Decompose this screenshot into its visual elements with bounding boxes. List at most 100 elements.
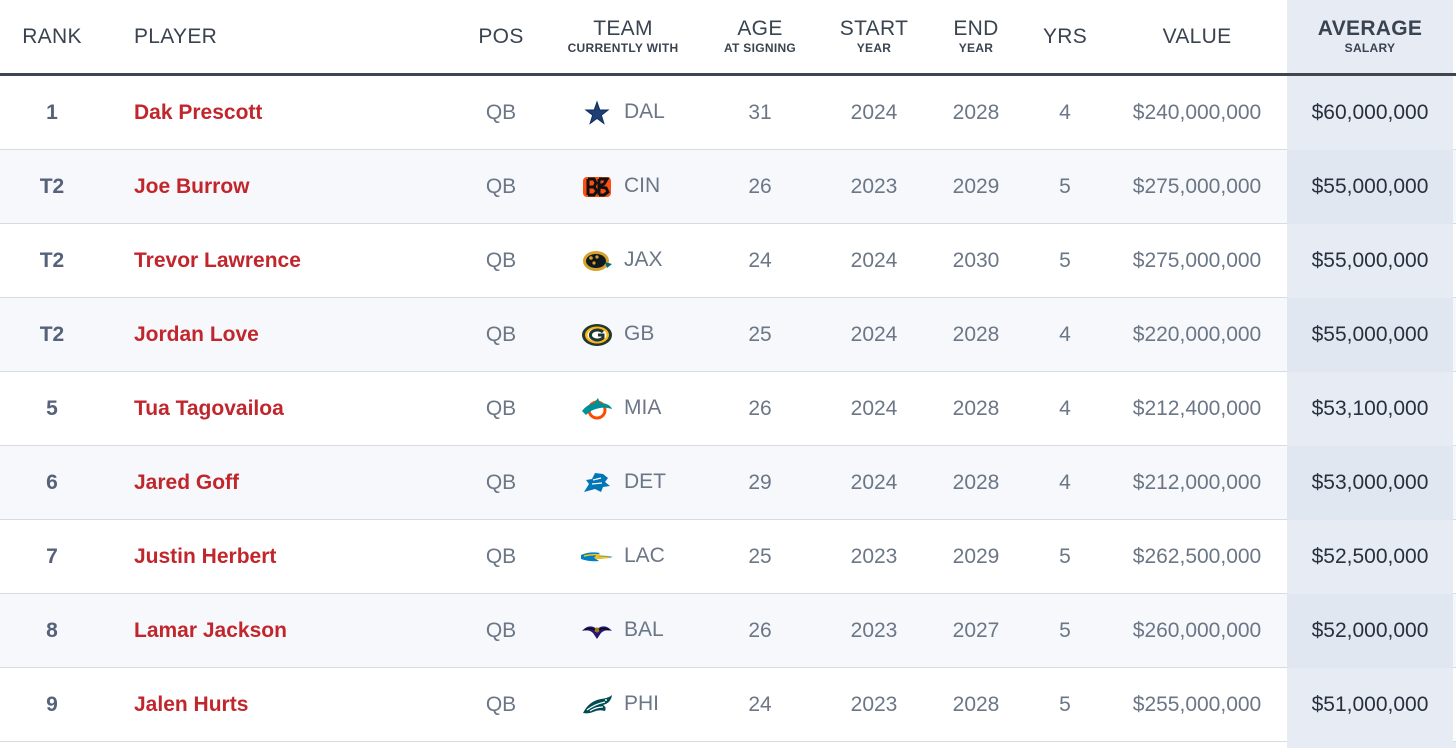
- rank-cell: 8: [46, 619, 58, 642]
- player-link[interactable]: Joe Burrow: [134, 175, 250, 198]
- rank-cell: T2: [39, 323, 65, 346]
- value-cell: $240,000,000: [1132, 101, 1262, 124]
- average-salary-cell: $60,000,000: [1287, 76, 1453, 150]
- header-end[interactable]: END YEAR: [936, 0, 1016, 73]
- start-year-cell: 2023: [850, 693, 898, 716]
- team-cell[interactable]: LAC: [578, 520, 678, 594]
- average-salary-cell: $55,000,000: [1287, 224, 1453, 298]
- team-abbr: PHI: [624, 692, 660, 715]
- header-yrs[interactable]: YRS: [1036, 0, 1094, 73]
- value-cell: $212,400,000: [1132, 397, 1262, 420]
- age-cell: 25: [748, 545, 772, 568]
- table-header: RANK PLAYER POS TEAM CURRENTLY WITH AGE …: [0, 0, 1456, 76]
- header-end-label: END: [953, 17, 999, 40]
- header-value-label: VALUE: [1162, 24, 1232, 48]
- ravens-icon: [578, 616, 616, 646]
- header-end-sublabel: YEAR: [958, 41, 994, 55]
- average-salary-cell: $53,000,000: [1287, 446, 1453, 520]
- years-cell: 4: [1059, 471, 1071, 494]
- team-abbr: DET: [624, 470, 666, 493]
- rank-cell: 5: [46, 397, 58, 420]
- team-cell[interactable]: DET: [578, 446, 678, 520]
- average-salary-cell: $52,500,000: [1287, 520, 1453, 594]
- age-cell: 29: [748, 471, 772, 494]
- player-link[interactable]: Jared Goff: [134, 471, 240, 494]
- years-cell: 4: [1059, 323, 1071, 346]
- player-link[interactable]: Dak Prescott: [134, 101, 263, 124]
- header-player[interactable]: PLAYER: [134, 0, 334, 73]
- start-year-cell: 2024: [850, 323, 898, 346]
- years-cell: 5: [1059, 545, 1071, 568]
- start-year-cell: 2024: [850, 397, 898, 420]
- value-cell: $275,000,000: [1132, 249, 1262, 272]
- team-cell[interactable]: CIN: [578, 150, 678, 224]
- table-row: 5 Tua Tagovailoa QB MIA 26 2024 2028 4 $…: [0, 372, 1456, 446]
- value-cell: $255,000,000: [1132, 693, 1262, 716]
- header-rank-label: RANK: [22, 24, 82, 48]
- value-cell: $212,000,000: [1132, 471, 1262, 494]
- team-cell[interactable]: BAL: [578, 594, 678, 668]
- header-pos-label: POS: [478, 24, 524, 48]
- player-link[interactable]: Tua Tagovailoa: [134, 397, 284, 420]
- end-year-cell: 2028: [952, 693, 1000, 716]
- player-link[interactable]: Lamar Jackson: [134, 619, 287, 642]
- average-salary-cell: $51,000,000: [1287, 668, 1453, 742]
- end-year-cell: 2029: [952, 545, 1000, 568]
- age-cell: 26: [748, 619, 772, 642]
- lions-icon: [578, 468, 616, 498]
- rank-cell: 7: [46, 545, 58, 568]
- team-abbr: CIN: [624, 174, 661, 197]
- team-cell[interactable]: MIA: [578, 372, 678, 446]
- age-cell: 31: [748, 101, 772, 124]
- rank-cell: T2: [39, 175, 65, 198]
- player-link[interactable]: Jordan Love: [134, 323, 259, 346]
- player-link[interactable]: Trevor Lawrence: [134, 249, 301, 272]
- position-cell: QB: [485, 693, 517, 716]
- table-row: 7 Justin Herbert QB LAC 25 2023 2029 5 $…: [0, 520, 1456, 594]
- rank-cell: 6: [46, 471, 58, 494]
- player-link[interactable]: Jalen Hurts: [134, 693, 249, 716]
- header-average[interactable]: AVERAGE SALARY: [1287, 0, 1453, 73]
- table-row: T2 Jordan Love QB GB 25 2024 2028 4 $220…: [0, 298, 1456, 372]
- team-abbr: GB: [624, 322, 655, 345]
- team-abbr: LAC: [624, 544, 665, 567]
- average-salary-cell: $53,100,000: [1287, 372, 1453, 446]
- team-cell[interactable]: JAX: [578, 224, 678, 298]
- table-row: T2 Joe Burrow QB CIN 26 2023 2029 5 $275…: [0, 150, 1456, 224]
- header-start-label: START: [839, 17, 909, 40]
- value-cell: $260,000,000: [1132, 619, 1262, 642]
- team-cell[interactable]: GB: [578, 298, 678, 372]
- bengals-icon: [578, 172, 616, 202]
- team-abbr: MIA: [624, 396, 662, 419]
- value-cell: $220,000,000: [1132, 323, 1262, 346]
- header-team-label: TEAM: [593, 17, 653, 40]
- table-row: 1 Dak Prescott QB DAL 31 2024 2028 4 $24…: [0, 76, 1456, 150]
- team-cell[interactable]: DAL: [578, 76, 678, 150]
- end-year-cell: 2028: [952, 471, 1000, 494]
- value-cell: $262,500,000: [1132, 545, 1262, 568]
- position-cell: QB: [485, 249, 517, 272]
- header-average-sublabel: SALARY: [1344, 41, 1396, 55]
- rank-cell: T2: [39, 249, 65, 272]
- header-age[interactable]: AGE AT SIGNING: [710, 0, 810, 73]
- player-link[interactable]: Justin Herbert: [134, 545, 277, 568]
- table-row: 8 Lamar Jackson QB BAL 26 2023 2027 5 $2…: [0, 594, 1456, 668]
- age-cell: 24: [748, 249, 772, 272]
- header-value[interactable]: VALUE: [1110, 0, 1284, 73]
- header-start[interactable]: START YEAR: [834, 0, 914, 73]
- team-cell[interactable]: PHI: [578, 668, 678, 742]
- header-average-label: AVERAGE: [1317, 17, 1423, 40]
- age-cell: 26: [748, 175, 772, 198]
- position-cell: QB: [485, 619, 517, 642]
- header-pos[interactable]: POS: [460, 0, 542, 73]
- age-cell: 24: [748, 693, 772, 716]
- header-team[interactable]: TEAM CURRENTLY WITH: [558, 0, 688, 73]
- dolphins-icon: [578, 394, 616, 424]
- position-cell: QB: [485, 323, 517, 346]
- end-year-cell: 2030: [952, 249, 1000, 272]
- header-rank[interactable]: RANK: [0, 0, 104, 73]
- start-year-cell: 2023: [850, 175, 898, 198]
- table-row: T2 Trevor Lawrence QB JAX 24 2024 2030 5…: [0, 224, 1456, 298]
- header-age-sublabel: AT SIGNING: [723, 41, 797, 55]
- header-yrs-label: YRS: [1042, 24, 1088, 48]
